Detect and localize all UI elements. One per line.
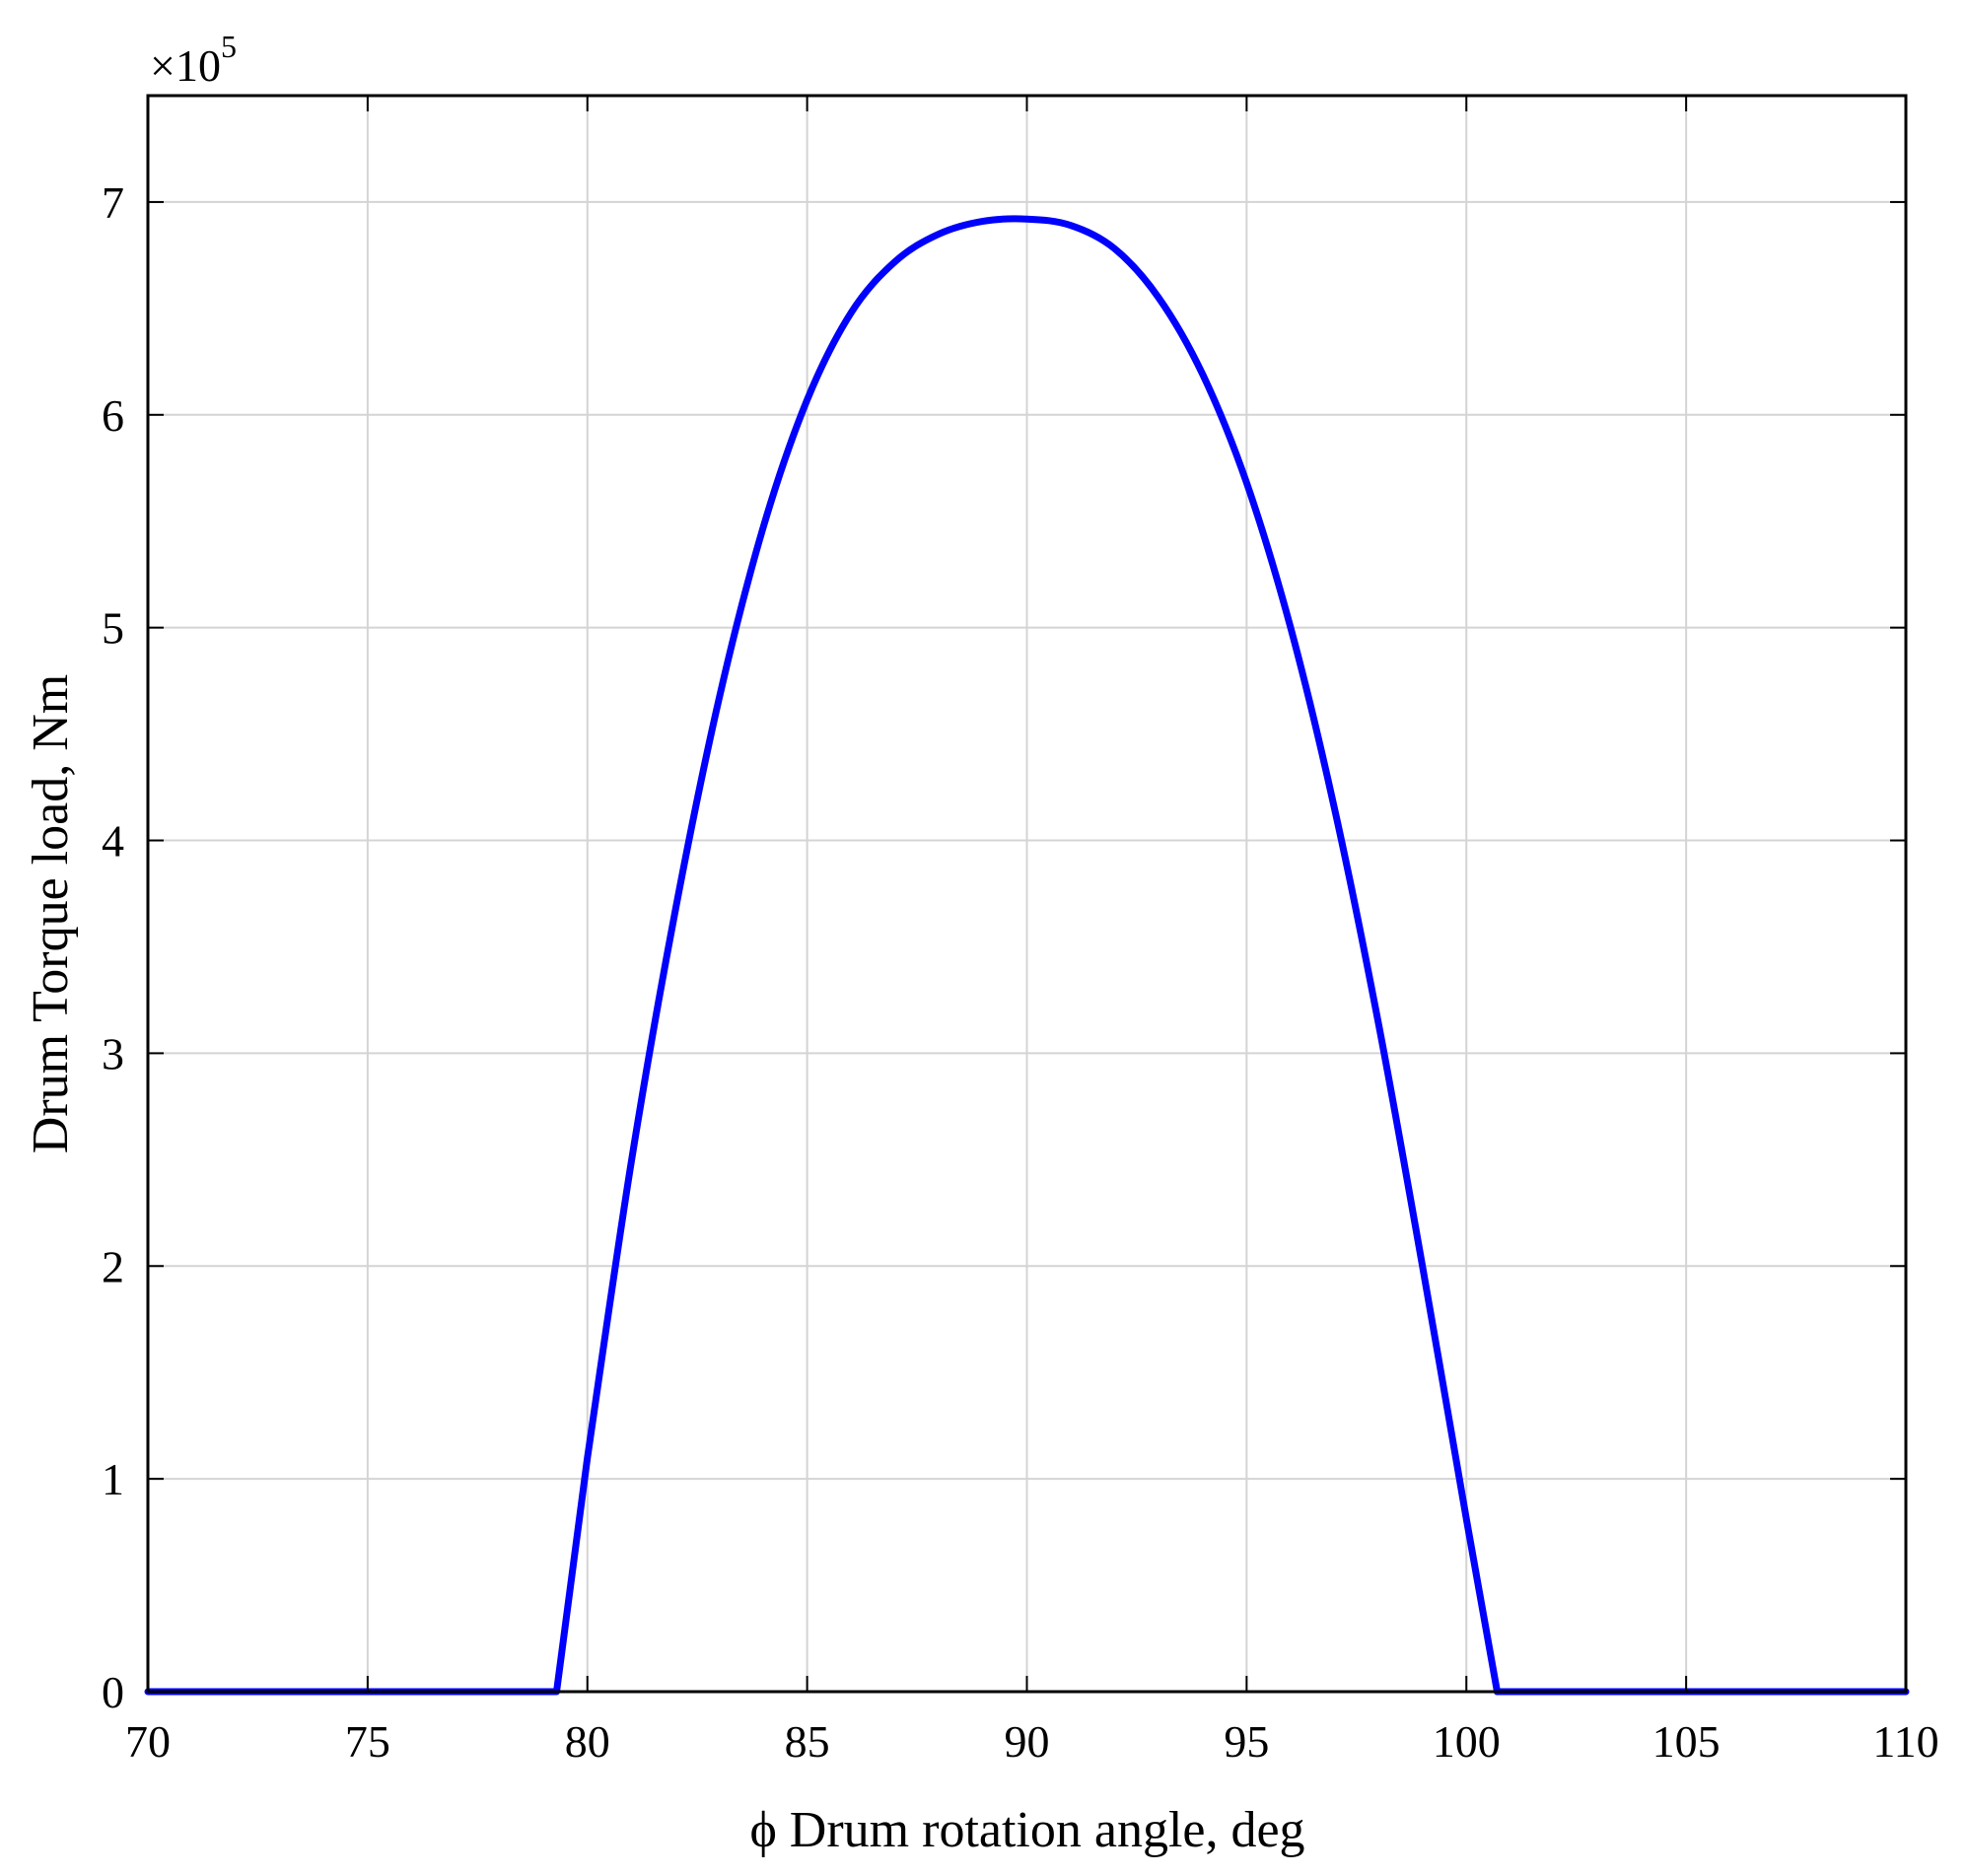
x-tick-label: 105: [1652, 1716, 1721, 1767]
x-tick-label: 100: [1433, 1716, 1501, 1767]
y-tick-label: 2: [102, 1241, 124, 1291]
y-tick-label: 1: [102, 1454, 124, 1504]
x-tick-label: 80: [565, 1716, 610, 1767]
y-tick-label: 0: [102, 1667, 124, 1717]
y-tick-label: 6: [102, 390, 124, 441]
y-axis-label: Drum Torque load, Nm: [23, 674, 79, 1153]
x-tick-label: 85: [785, 1716, 830, 1767]
x-tick-labels: 70 75 80 85 90 95 100 105 110: [125, 1716, 1939, 1767]
y-tick-label: 3: [102, 1028, 124, 1078]
x-tick-label: 75: [345, 1716, 390, 1767]
x-tick-label: 90: [1005, 1716, 1050, 1767]
y-multiplier-exponent: 5: [221, 29, 237, 64]
y-axis-multiplier: ×105: [150, 29, 237, 91]
x-axis-label: ϕ Drum rotation angle, deg: [749, 1802, 1304, 1858]
x-tick-label: 110: [1872, 1716, 1938, 1767]
y-multiplier-base: ×10: [150, 40, 221, 91]
ticks: [147, 96, 1907, 1693]
y-tick-label: 7: [102, 177, 124, 228]
y-tick-labels: 0 1 2 3 4 5 6 7: [102, 177, 124, 1717]
torque-series-line: [144, 215, 1910, 1696]
x-tick-label: 95: [1224, 1716, 1269, 1767]
grid: [147, 96, 1907, 1693]
series-layer: [144, 215, 1910, 1696]
y-tick-label: 5: [102, 603, 124, 654]
y-tick-label: 4: [102, 816, 124, 867]
x-tick-label: 70: [125, 1716, 171, 1767]
